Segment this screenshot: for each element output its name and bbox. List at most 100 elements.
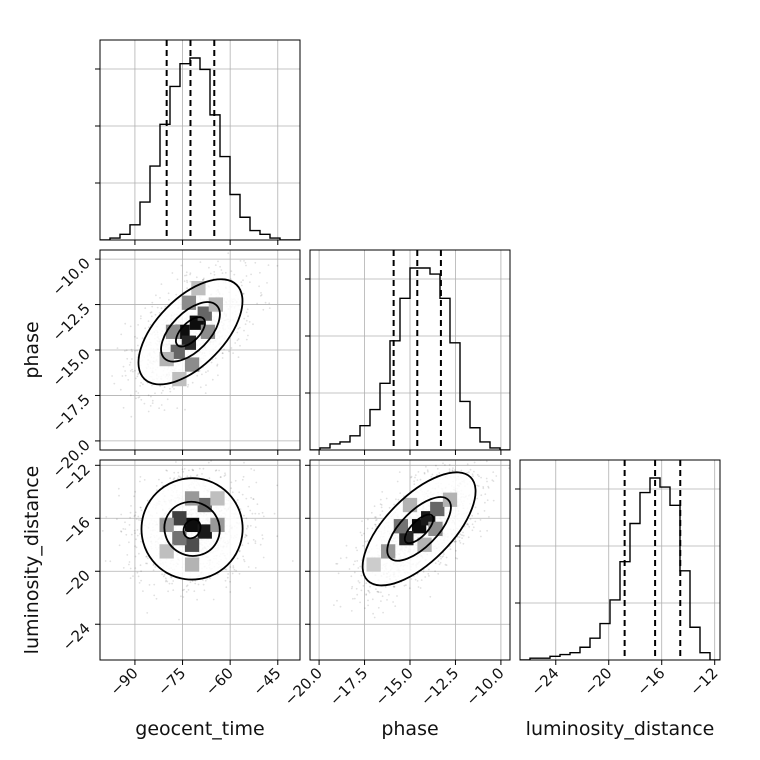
scatter-point [249, 587, 252, 589]
scatter-point [258, 512, 260, 515]
scatter-point [345, 544, 348, 547]
scatter-point [231, 572, 234, 575]
scatter-point [261, 511, 264, 514]
scatter-point [239, 344, 241, 347]
scatter-point [434, 570, 436, 572]
scatter-point [147, 326, 150, 329]
scatter-point [160, 404, 163, 406]
scatter-point [192, 469, 194, 472]
scatter-point [131, 350, 134, 353]
scatter-point [462, 534, 465, 537]
scatter-point [116, 518, 118, 520]
scatter-point [172, 580, 175, 582]
scatter-point [135, 377, 137, 380]
histogram-background [100, 40, 300, 240]
scatter-point [135, 538, 137, 541]
x-tick-label: −15.0 [372, 664, 417, 709]
scatter-point [225, 586, 228, 589]
scatter-point [139, 506, 142, 509]
scatter-point [244, 536, 246, 539]
density-cell [428, 521, 443, 537]
scatter-point [339, 605, 342, 608]
scatter-point [466, 522, 469, 525]
y-tick-label: −17.5 [49, 391, 94, 436]
scatter-point [145, 555, 148, 558]
scatter-point [225, 568, 228, 571]
scatter-point [462, 531, 464, 534]
histogram-step-luminosity_distance [520, 477, 720, 660]
scatter-point [427, 470, 429, 473]
scatter-point [167, 590, 170, 593]
scatter-point [377, 590, 379, 593]
scatter-point [111, 375, 113, 377]
scatter-point [451, 470, 454, 472]
scatter-point [256, 503, 259, 506]
scatter-point [445, 556, 448, 559]
scatter-point [136, 349, 139, 352]
scatter-point [150, 311, 153, 313]
scatter-point [468, 525, 471, 528]
scatter-point [230, 270, 233, 273]
scatter-point [189, 272, 192, 274]
scatter-point [434, 562, 437, 564]
scatter-point [492, 480, 495, 482]
x-tick-label: −17.5 [326, 664, 371, 709]
scatter-point [188, 451, 190, 453]
scatter-point [156, 306, 159, 309]
scatter-point [148, 584, 151, 586]
scatter-point [218, 469, 221, 472]
scatter-point [261, 537, 264, 540]
scatter-point [232, 566, 235, 569]
scatter-point [245, 534, 248, 537]
scatter-point [348, 568, 351, 570]
scatter-point [246, 308, 249, 311]
x-tick-label: −12.5 [417, 664, 462, 709]
scatter-point [350, 610, 353, 612]
scatter-point [136, 337, 139, 339]
scatter-point [388, 506, 391, 509]
scatter-point [388, 593, 390, 596]
scatter-point [202, 579, 204, 581]
scatter-point [236, 499, 239, 501]
scatter-point [414, 476, 416, 479]
scatter-point [195, 276, 198, 279]
x-tick-label: −90 [107, 664, 142, 699]
scatter-point [355, 546, 357, 549]
scatter-point [189, 273, 192, 276]
density-cell [210, 491, 225, 506]
scatter-point [143, 479, 146, 481]
scatter-point [118, 494, 120, 497]
scatter-point [164, 580, 167, 583]
scatter-point [186, 584, 189, 587]
scatter-point [208, 477, 211, 480]
scatter-point [154, 392, 156, 395]
scatter-point [252, 498, 255, 500]
scatter-point [379, 503, 382, 506]
scatter-point [492, 499, 495, 502]
scatter-point [118, 544, 121, 547]
scatter-point [137, 396, 140, 399]
scatter-point [241, 478, 244, 481]
scatter-point [211, 378, 214, 381]
scatter-point [467, 523, 469, 526]
scatter-point [163, 386, 166, 389]
density-cell [170, 344, 185, 359]
scatter-point [254, 261, 257, 264]
density-cell [184, 557, 200, 572]
scatter-point [352, 597, 354, 600]
scatter-point [413, 483, 416, 486]
scatter-point [170, 576, 173, 579]
scatter-point [161, 481, 163, 484]
scatter-point [237, 338, 240, 340]
scatter-point [365, 594, 368, 596]
scatter-point [185, 591, 188, 593]
scatter-point [371, 527, 374, 530]
scatter-point [455, 457, 457, 459]
scatter-point [172, 478, 175, 481]
scatter-point [333, 604, 335, 606]
scatter-point [264, 301, 267, 304]
scatter-point [151, 399, 154, 402]
scatter-point [164, 577, 167, 580]
scatter-point [227, 573, 230, 575]
scatter-point [480, 535, 482, 538]
